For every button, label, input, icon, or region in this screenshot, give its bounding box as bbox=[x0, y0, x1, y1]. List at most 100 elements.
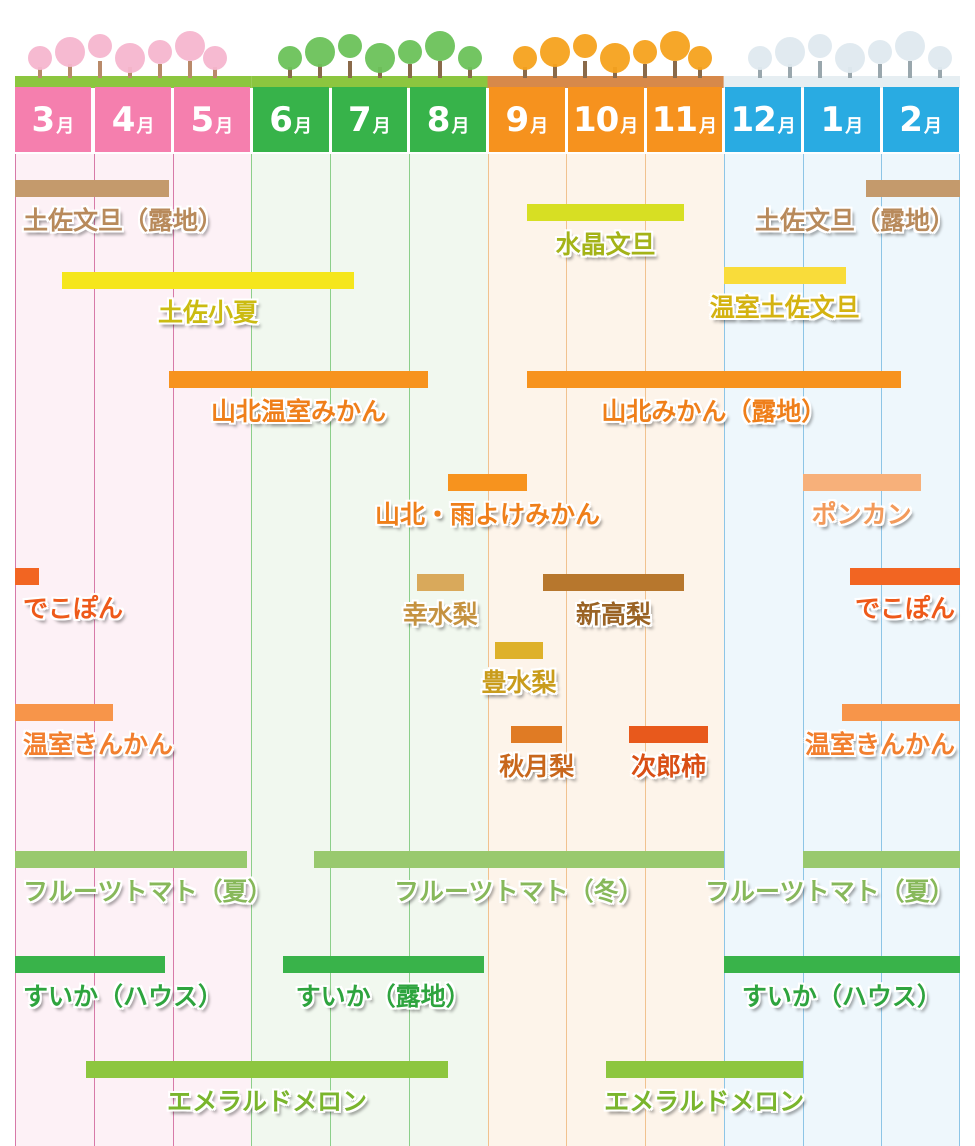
month-number: 12 bbox=[730, 99, 776, 140]
harvest-label: エメラルドメロン bbox=[604, 1087, 805, 1116]
tree-crown bbox=[338, 34, 362, 58]
month-gridline bbox=[172, 154, 174, 1146]
tree-trunk bbox=[68, 64, 72, 78]
tree-trunk bbox=[673, 61, 677, 78]
harvest-bar bbox=[542, 574, 685, 591]
tree-crown bbox=[688, 46, 712, 70]
month-gridline bbox=[566, 154, 568, 1146]
harvest-label: 新高梨 bbox=[576, 600, 652, 629]
harvest-label: 水晶文旦 bbox=[555, 230, 656, 259]
harvest-bar bbox=[15, 704, 114, 721]
harvest-label: 温室きんかん bbox=[23, 730, 174, 759]
month-number: 3 bbox=[31, 99, 56, 140]
tree-crown bbox=[660, 31, 690, 61]
harvest-label: 温室きんかん bbox=[805, 730, 956, 759]
month-number: 11 bbox=[651, 99, 698, 140]
season-background-winter bbox=[723, 154, 960, 1146]
tree-crown bbox=[775, 37, 805, 67]
harvest-label: すいか（ハウス） bbox=[741, 982, 942, 1011]
season-background-summer bbox=[251, 154, 488, 1146]
harvest-bar bbox=[15, 851, 248, 868]
tree-crown bbox=[425, 31, 455, 61]
tree-crown bbox=[895, 31, 925, 61]
harvest-bar bbox=[15, 956, 165, 973]
tree-crown bbox=[28, 46, 52, 70]
tree-crown bbox=[398, 40, 422, 64]
tree-trunk bbox=[583, 61, 587, 78]
harvest-label: フルーツトマト（冬） bbox=[394, 877, 644, 906]
month-number: 9 bbox=[505, 99, 530, 140]
month-unit: 月 bbox=[56, 115, 75, 137]
tree-crown bbox=[88, 34, 112, 58]
harvest-label: 土佐小夏 bbox=[157, 298, 258, 327]
month-number: 7 bbox=[348, 99, 372, 140]
seasonal-tree-scenery bbox=[15, 31, 960, 88]
tree-crown bbox=[835, 43, 865, 73]
tree-crown bbox=[600, 43, 630, 73]
harvest-bar bbox=[723, 956, 960, 973]
harvest-label: エメラルドメロン bbox=[167, 1087, 368, 1116]
tree-trunk bbox=[408, 64, 412, 78]
tree-trunk bbox=[348, 61, 352, 78]
month-gridline bbox=[330, 154, 331, 1146]
month-header: 3 月 4 月 5 月 6 月 7 月 8 月 9 月 10 月 11 月 12 月 1 月 2 月 bbox=[15, 87, 960, 154]
harvest-bar bbox=[314, 851, 724, 868]
tree-trunk bbox=[468, 67, 472, 78]
tree-trunk bbox=[788, 64, 792, 78]
ground-strip bbox=[15, 76, 252, 88]
tree-crown bbox=[365, 43, 395, 73]
month-number: 8 bbox=[426, 99, 451, 140]
harvest-label: 幸水梨 bbox=[402, 600, 478, 629]
tree-crown bbox=[513, 46, 537, 70]
month-gridline bbox=[723, 154, 725, 1146]
harvest-chart-area: 土佐文旦（露地） 土佐文旦（露地） 水晶文旦 土佐小夏 温室土佐文旦 山北温室みかん 山北み… bbox=[15, 154, 960, 1146]
harvest-label: でこぽん bbox=[23, 594, 124, 623]
ground-strip bbox=[487, 76, 724, 88]
harvest-bar bbox=[15, 180, 169, 197]
tree-crown bbox=[808, 34, 832, 58]
month-gridline bbox=[15, 154, 16, 1146]
harvest-bar bbox=[802, 474, 921, 491]
month-number: 2 bbox=[899, 99, 923, 140]
harvest-bar bbox=[62, 272, 354, 289]
harvest-label: 山北温室みかん bbox=[211, 397, 387, 426]
month-unit: 月 bbox=[620, 115, 639, 137]
tree-trunk bbox=[698, 67, 702, 78]
harvest-label: 秋月梨 bbox=[499, 752, 575, 781]
tree-trunk bbox=[643, 64, 647, 78]
harvest-bar bbox=[629, 726, 708, 743]
ground-strip bbox=[723, 76, 960, 88]
month-gridline bbox=[645, 154, 646, 1146]
tree-trunk bbox=[188, 61, 192, 78]
tree-trunk bbox=[523, 67, 527, 78]
harvest-label: すいか（露地） bbox=[295, 982, 471, 1011]
harvest-bar bbox=[85, 1061, 449, 1078]
harvest-label: 土佐文旦（露地） bbox=[23, 206, 224, 235]
harvest-bar bbox=[526, 204, 685, 221]
month-unit: 月 bbox=[699, 115, 718, 137]
harvest-label: フルーツトマト（夏） bbox=[705, 877, 955, 906]
harvest-bar bbox=[495, 642, 543, 659]
harvest-bar bbox=[723, 267, 846, 284]
month-unit: 月 bbox=[777, 115, 796, 137]
month-number: 4 bbox=[111, 99, 136, 140]
month-unit: 月 bbox=[530, 115, 549, 137]
month-header-12: 12 月 bbox=[725, 87, 801, 152]
tree-crown bbox=[305, 37, 335, 67]
harvest-label: 山北・雨よけみかん bbox=[375, 500, 601, 529]
month-unit: 月 bbox=[136, 115, 155, 137]
tree-trunk bbox=[908, 61, 912, 78]
tree-trunk bbox=[758, 67, 762, 78]
tree-trunk bbox=[553, 64, 557, 78]
tree-trunk bbox=[438, 61, 442, 78]
tree-crown bbox=[928, 46, 952, 70]
tree-trunk bbox=[158, 64, 162, 78]
harvest-label: すいか（ハウス） bbox=[23, 982, 224, 1011]
harvest-bar bbox=[282, 956, 484, 973]
tree-trunk bbox=[818, 61, 822, 78]
month-unit: 月 bbox=[293, 115, 312, 137]
tree-crown bbox=[55, 37, 85, 67]
